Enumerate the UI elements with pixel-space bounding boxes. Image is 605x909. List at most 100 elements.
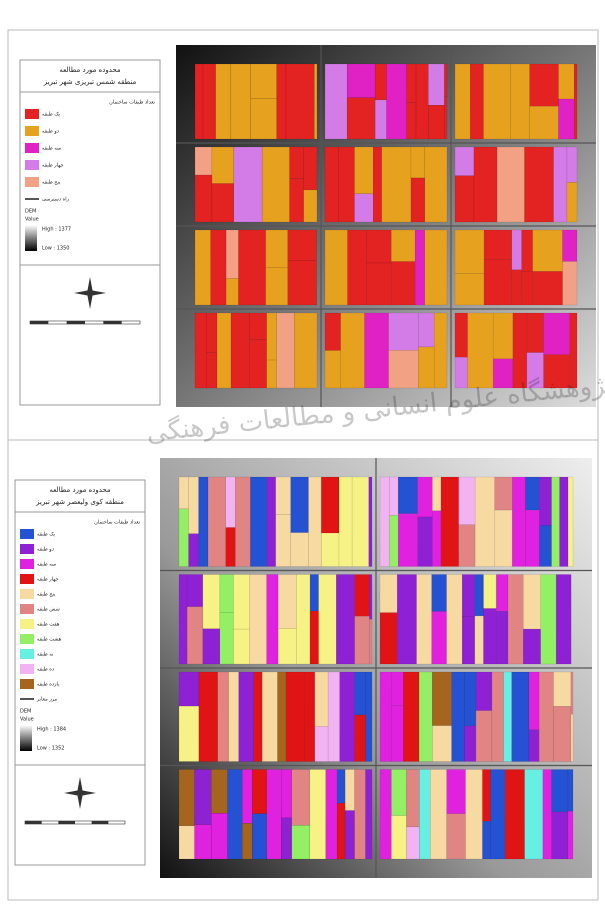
building xyxy=(482,769,491,822)
building xyxy=(454,63,471,140)
building xyxy=(507,574,524,665)
building xyxy=(369,574,373,620)
building xyxy=(206,312,218,354)
building xyxy=(338,146,355,223)
building xyxy=(482,821,491,860)
building xyxy=(391,769,407,816)
building xyxy=(369,619,373,665)
legend-label: Low : 1350 xyxy=(42,246,69,252)
building xyxy=(327,671,340,762)
building xyxy=(551,476,560,567)
legend-label: مرز معابر xyxy=(36,697,58,703)
building xyxy=(532,271,563,306)
scale-seg xyxy=(58,821,75,824)
building xyxy=(314,671,329,727)
building xyxy=(354,769,366,860)
building xyxy=(291,769,311,826)
building xyxy=(483,608,497,665)
building xyxy=(446,813,466,860)
north-arrow xyxy=(74,277,106,309)
building xyxy=(458,476,476,525)
building xyxy=(381,146,412,223)
building xyxy=(391,815,407,860)
building xyxy=(374,63,387,101)
building xyxy=(473,146,498,223)
block xyxy=(324,312,448,389)
building xyxy=(366,262,392,306)
building xyxy=(555,574,572,665)
building xyxy=(238,671,254,762)
legend-label: پنج طبقه xyxy=(37,592,56,598)
building xyxy=(542,769,552,860)
building xyxy=(194,63,204,140)
building xyxy=(366,229,392,264)
building xyxy=(225,527,236,567)
building xyxy=(267,476,276,567)
building xyxy=(194,769,212,825)
legend-swatch xyxy=(25,177,39,187)
legend-title: محدوده مورد مطالعه xyxy=(59,66,121,74)
building xyxy=(503,671,512,762)
building xyxy=(374,99,387,140)
scale-seg xyxy=(30,321,49,324)
legend-heading: تعداد طبقات ساختمان xyxy=(94,520,140,526)
building xyxy=(458,524,476,567)
building xyxy=(464,725,477,762)
building xyxy=(233,146,263,223)
building xyxy=(265,267,289,306)
building xyxy=(261,146,290,223)
building xyxy=(219,574,234,613)
legend-label: Low : 1352 xyxy=(37,746,64,752)
building xyxy=(336,574,355,665)
building xyxy=(344,810,355,860)
building xyxy=(373,146,382,223)
legend-swatch xyxy=(20,574,34,584)
block xyxy=(324,63,448,140)
building xyxy=(492,358,514,389)
building xyxy=(483,259,513,306)
building xyxy=(389,515,399,567)
building xyxy=(346,97,376,140)
scale-seg xyxy=(91,821,109,824)
block xyxy=(194,63,318,140)
building xyxy=(235,476,251,567)
legend-label: سه طبقه xyxy=(37,562,56,568)
building xyxy=(474,574,484,617)
building xyxy=(525,476,540,511)
building xyxy=(202,63,216,140)
building xyxy=(250,63,277,99)
building xyxy=(432,476,442,512)
building xyxy=(428,104,445,140)
building xyxy=(523,628,541,665)
building xyxy=(354,193,374,223)
building xyxy=(414,229,426,306)
building xyxy=(512,476,526,567)
building xyxy=(567,769,574,812)
building xyxy=(386,63,407,140)
block xyxy=(454,312,578,389)
building xyxy=(281,817,293,860)
building xyxy=(314,726,329,762)
building xyxy=(178,508,189,567)
legend-label: High : 1384 xyxy=(37,727,66,733)
building xyxy=(551,769,569,813)
building xyxy=(276,63,287,140)
legend-label: DEM xyxy=(20,709,31,715)
legend-heading: تعداد طبقات ساختمان xyxy=(109,100,155,106)
building xyxy=(308,476,322,567)
legend-label: شش طبقه xyxy=(37,607,60,613)
building xyxy=(211,146,235,184)
building xyxy=(391,261,416,306)
building xyxy=(388,350,419,389)
building xyxy=(202,628,221,665)
building xyxy=(265,229,289,268)
building xyxy=(281,769,293,819)
building xyxy=(198,476,209,567)
building xyxy=(511,671,530,762)
building xyxy=(347,229,367,306)
building xyxy=(336,769,346,804)
building xyxy=(532,229,563,272)
building xyxy=(207,476,227,567)
block xyxy=(194,312,318,389)
legend-swatch xyxy=(20,589,34,599)
